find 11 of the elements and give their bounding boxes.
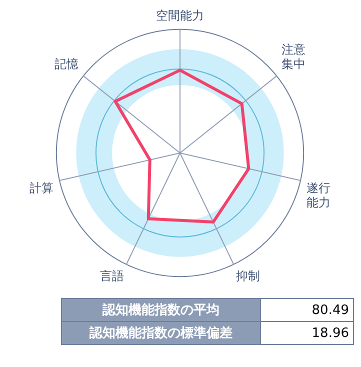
spoke-label: 遂行能力: [306, 181, 330, 210]
spoke-label: 記憶: [54, 57, 79, 72]
spoke-label: 注意集中: [281, 42, 306, 72]
spoke-label: 言語: [100, 269, 124, 284]
text: 認知機能指数の標準偏差: [62, 322, 260, 344]
text: 18.96: [260, 322, 354, 344]
spoke-label: 抑制: [236, 269, 260, 284]
spoke-label: 計算: [30, 181, 54, 196]
spoke-label: 空間能力: [156, 8, 204, 22]
text: 80.49: [260, 298, 354, 322]
text: 認知機能指数の平均: [62, 298, 260, 322]
